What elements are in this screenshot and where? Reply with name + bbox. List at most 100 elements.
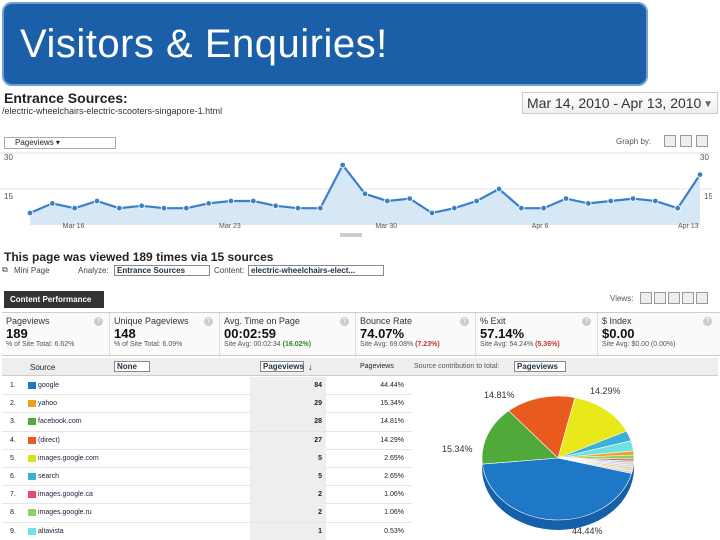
source-link[interactable]: altavista [38, 527, 64, 535]
chart-point[interactable] [317, 205, 324, 212]
x-tick-label: Mar 16 [63, 223, 85, 230]
metric-label: $ Index [602, 316, 632, 326]
source-link[interactable]: google [38, 382, 60, 389]
chart-point[interactable] [562, 195, 570, 202]
table-row[interactable]: 7. images.google.ca 2 1.06% [2, 486, 412, 505]
chart-point[interactable] [652, 197, 659, 205]
view-pie-button[interactable] [654, 292, 666, 304]
chart-point[interactable] [428, 209, 436, 217]
x-tick-label: Apr 6 [532, 223, 549, 230]
metric-sub-text: Site Avg: 54.24% [480, 341, 534, 348]
source-link[interactable]: yahoo [38, 400, 58, 408]
chart-point[interactable] [116, 205, 123, 212]
content-select[interactable]: electric-wheelchairs-elect... [248, 265, 384, 276]
help-icon[interactable]: ? [460, 317, 469, 326]
pageviews-sort-select[interactable]: Pageviews [260, 361, 304, 372]
pie-slice[interactable] [557, 457, 633, 474]
chart-point[interactable] [540, 205, 547, 212]
table-row[interactable]: 1. google 84 44.44% [2, 377, 412, 396]
table-row[interactable]: 8. images.google.ru 2 1.06% [2, 504, 412, 523]
view-table-button[interactable] [640, 292, 652, 304]
chart-resize-handle[interactable] [340, 233, 362, 237]
table-row[interactable]: 6. search 5 2.65% [2, 467, 412, 487]
pie-slice[interactable] [482, 457, 632, 521]
source-link[interactable]: images.google.ru [38, 509, 92, 517]
chart-point[interactable] [205, 200, 212, 207]
source-link[interactable]: images.google.ca [38, 491, 93, 499]
chart-point[interactable] [272, 202, 279, 209]
analyze-select[interactable]: Entrance Sources [114, 265, 210, 276]
chart-point[interactable] [49, 200, 56, 207]
pageviews-cell: 29 [250, 395, 326, 414]
help-icon[interactable]: ? [94, 317, 103, 326]
help-icon[interactable]: ? [204, 317, 213, 326]
percent-cell: 15.34% [380, 400, 404, 408]
view-compare-button[interactable] [682, 292, 694, 304]
table-row[interactable]: 3. facebook.com 28 14.81% [2, 413, 412, 432]
date-range-picker[interactable]: Mar 14, 2010 - Apr 13, 2010 ▼ [522, 92, 718, 114]
chart-point[interactable] [227, 197, 235, 205]
tab-content-performance[interactable]: Content Performance [4, 291, 104, 308]
percent-cell: 44.44% [380, 382, 404, 389]
help-icon[interactable]: ? [582, 317, 591, 326]
view-bar-button[interactable] [668, 292, 680, 304]
chart-point[interactable] [339, 161, 346, 169]
chart-point[interactable] [71, 205, 78, 212]
chart-point[interactable] [473, 197, 480, 205]
source-link[interactable]: (direct) [38, 436, 60, 444]
chart-point[interactable] [361, 190, 369, 197]
chart-point[interactable] [160, 205, 168, 212]
table-row[interactable]: 2. yahoo 29 15.34% [2, 395, 412, 414]
pageviews-cell: 5 [250, 449, 326, 468]
chart-point[interactable] [384, 197, 391, 205]
graph-by-month-button[interactable] [696, 135, 708, 147]
table-row[interactable]: 4. (direct) 27 14.29% [2, 431, 412, 450]
pie-slice[interactable] [557, 397, 627, 459]
pageviews-cell: 1 [250, 522, 326, 540]
chart-point[interactable] [93, 197, 101, 205]
chart-point[interactable] [585, 200, 592, 207]
graph-by-day-button[interactable] [664, 135, 676, 147]
chart-point[interactable] [696, 171, 704, 178]
metric-pageviews: Pageviews 189 % of Site Total: 6.62% ? [2, 313, 110, 357]
mini-page-icon[interactable]: ⧉ [2, 265, 8, 274]
metrics-summary: Pageviews 189 % of Site Total: 6.62% ? U… [2, 312, 720, 357]
table-row[interactable]: 5. images.google.com 5 2.65% [2, 449, 412, 468]
chart-point[interactable] [138, 202, 145, 209]
contribution-select[interactable]: Pageviews [514, 361, 566, 372]
chart-point[interactable] [183, 205, 190, 212]
chart-point[interactable] [250, 197, 257, 205]
chart-point[interactable] [607, 197, 614, 205]
metric-select[interactable]: Pageviews ▾ [4, 137, 116, 149]
chart-point[interactable] [26, 209, 34, 217]
pageviews-column-header: Pageviews [360, 363, 394, 370]
help-icon[interactable]: ? [703, 317, 712, 326]
table-row[interactable]: 9. altavista 1 0.53% [2, 522, 412, 540]
metric-value: 148 [114, 326, 136, 341]
chart-point[interactable] [451, 205, 458, 212]
chart-point[interactable] [674, 205, 681, 212]
chart-point[interactable] [629, 195, 637, 202]
filter-select[interactable]: None [114, 361, 150, 372]
sort-arrow-icon[interactable]: ↓ [308, 362, 313, 372]
metric-delta: (7.23%) [415, 341, 440, 348]
source-link[interactable]: facebook.com [38, 418, 82, 426]
chart-point[interactable] [406, 195, 413, 202]
chart-point[interactable] [495, 185, 503, 193]
percent-cell: 1.06% [384, 509, 404, 517]
sources-table: 1. google 84 44.44% 2. yahoo 29 15.34% 3. faceboo… [2, 377, 412, 540]
chart-point[interactable] [518, 205, 525, 212]
source-link[interactable]: search [38, 472, 60, 480]
source-link[interactable]: images.google.com [38, 454, 99, 462]
graph-by-week-button[interactable] [680, 135, 692, 147]
pie-slice[interactable] [508, 395, 576, 459]
metric-delta: (16.02%) [282, 341, 312, 348]
chart-point[interactable] [294, 205, 302, 212]
view-pivot-button[interactable] [696, 292, 708, 304]
help-icon[interactable]: ? [340, 317, 349, 326]
mode-label[interactable]: Mini Page [14, 266, 50, 275]
pie-slice[interactable] [481, 410, 559, 465]
page-path: /electric-wheelchairs-electric-scooters-… [2, 106, 223, 116]
source-column-header[interactable]: Source [30, 363, 56, 372]
metric-exit: % Exit 57.14% Site Avg: 54.24% (5.36%) ? [476, 313, 598, 357]
